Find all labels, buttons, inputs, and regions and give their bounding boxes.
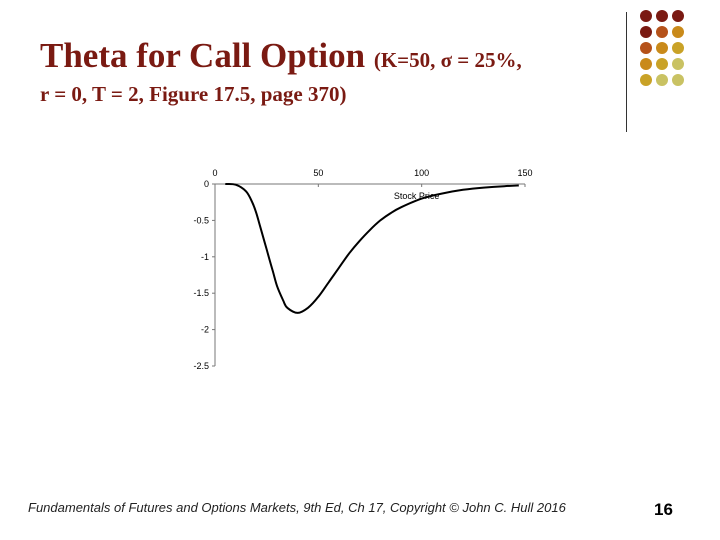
y-tick-label: -1 [201, 252, 209, 262]
y-tick-label: -1.5 [193, 288, 209, 298]
decor-dot [640, 42, 652, 54]
decor-dot [656, 74, 668, 86]
y-tick-label: 0 [204, 179, 209, 189]
slide-title-line-1: Theta for Call Option (K=50, σ = 25%, [40, 36, 620, 76]
decor-dot [672, 42, 684, 54]
x-tick-label: 0 [212, 168, 217, 178]
page-number: 16 [654, 500, 673, 519]
decor-divider-line [626, 12, 627, 132]
decor-dot [640, 58, 652, 70]
slide-footer: Fundamentals of Futures and Options Mark… [28, 500, 566, 515]
x-axis-label: Stock Price [394, 191, 440, 201]
x-tick-label: 100 [414, 168, 429, 178]
decor-dot [656, 42, 668, 54]
y-axis: 0 -0.5 -1 -1.5 -2 -2.5 [193, 179, 216, 371]
decor-dot [672, 74, 684, 86]
y-tick-label: -0.5 [193, 215, 209, 225]
slide-title: Theta for Call Option (K=50, σ = 25%, r … [40, 36, 620, 106]
decor-dot [656, 10, 668, 22]
slide-title-main: Theta for Call Option [40, 36, 374, 75]
theta-chart: 0 -0.5 -1 -1.5 -2 -2.5 0 50 100 150 Stock Price [193, 168, 533, 371]
x-axis: 0 50 100 150 [212, 168, 533, 187]
decor-dot [672, 26, 684, 38]
slide-title-params-1: (K=50, σ = 25%, [373, 48, 522, 72]
decor-dot [640, 26, 652, 38]
decor-dot-grid [640, 10, 720, 130]
x-tick-label: 50 [313, 168, 323, 178]
y-tick-label: -2.5 [193, 361, 209, 371]
series-line-theta [225, 182, 519, 314]
decor-dot [640, 74, 652, 86]
decor-dot [656, 58, 668, 70]
decor-dot [656, 26, 668, 38]
decor-dot [640, 10, 652, 22]
y-tick-label: -2 [201, 325, 209, 335]
slide-title-params-2: r = 0, T = 2, Figure 17.5, page 370) [40, 82, 347, 107]
decor-dot [672, 58, 684, 70]
x-tick-label: 150 [517, 168, 532, 178]
decor-dot [672, 10, 684, 22]
